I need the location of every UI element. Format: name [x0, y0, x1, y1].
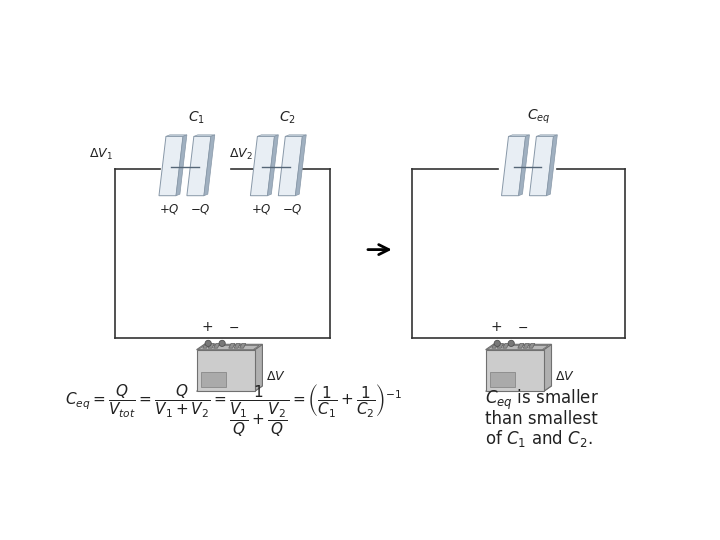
- Text: $+$: $+$: [490, 320, 502, 334]
- Text: $+Q$: $+Q$: [251, 202, 271, 216]
- Polygon shape: [159, 137, 183, 195]
- Text: $+$: $+$: [201, 320, 213, 334]
- Polygon shape: [197, 345, 262, 350]
- Text: $C_1$: $C_1$: [188, 109, 204, 126]
- Bar: [490, 372, 515, 387]
- Polygon shape: [529, 137, 554, 195]
- Polygon shape: [255, 345, 262, 391]
- Polygon shape: [523, 343, 529, 348]
- Text: $\Delta V_2$: $\Delta V_2$: [229, 147, 253, 163]
- Text: $\Delta V$: $\Delta V$: [555, 370, 575, 383]
- Polygon shape: [487, 346, 549, 350]
- Bar: [485, 350, 544, 392]
- Polygon shape: [204, 135, 215, 195]
- Polygon shape: [176, 135, 187, 195]
- Polygon shape: [203, 343, 209, 348]
- Polygon shape: [518, 343, 524, 348]
- Text: $-$: $-$: [228, 321, 239, 334]
- Polygon shape: [234, 343, 240, 348]
- Polygon shape: [503, 343, 509, 348]
- Circle shape: [508, 340, 514, 347]
- Polygon shape: [544, 345, 552, 391]
- Polygon shape: [229, 343, 235, 348]
- Polygon shape: [198, 346, 259, 350]
- Circle shape: [494, 340, 500, 347]
- Bar: [201, 372, 225, 387]
- Polygon shape: [518, 135, 529, 195]
- Text: $C_{eq}$: $C_{eq}$: [527, 107, 551, 126]
- Text: $-$: $-$: [517, 321, 528, 334]
- Polygon shape: [208, 343, 215, 348]
- Polygon shape: [485, 345, 552, 350]
- Polygon shape: [536, 135, 557, 137]
- Text: of $C_1$ and $C_2$.: of $C_1$ and $C_2$.: [485, 428, 593, 449]
- Polygon shape: [508, 135, 529, 137]
- Polygon shape: [279, 137, 302, 195]
- Text: $\Delta V_1$: $\Delta V_1$: [89, 147, 112, 163]
- Polygon shape: [498, 343, 503, 348]
- Polygon shape: [166, 135, 187, 137]
- Bar: [197, 350, 255, 392]
- Text: $-Q$: $-Q$: [190, 202, 211, 216]
- Polygon shape: [502, 137, 526, 195]
- Text: $C_{eq}$ is smaller: $C_{eq}$ is smaller: [485, 388, 599, 412]
- Text: $\Delta V$: $\Delta V$: [266, 370, 286, 383]
- Polygon shape: [295, 135, 306, 195]
- Text: $C_2$: $C_2$: [279, 109, 296, 126]
- Polygon shape: [546, 135, 557, 195]
- Polygon shape: [194, 135, 215, 137]
- Polygon shape: [485, 386, 552, 391]
- Circle shape: [219, 340, 225, 347]
- Polygon shape: [197, 386, 262, 391]
- Polygon shape: [285, 135, 306, 137]
- Polygon shape: [214, 343, 220, 348]
- Polygon shape: [187, 137, 211, 195]
- Polygon shape: [528, 343, 535, 348]
- Text: than smallest: than smallest: [485, 410, 598, 428]
- Polygon shape: [240, 343, 246, 348]
- Polygon shape: [251, 137, 274, 195]
- Polygon shape: [258, 135, 279, 137]
- Text: $C_{eq} = \dfrac{Q}{V_{tot}} = \dfrac{Q}{V_1 + V_2} = \dfrac{1}{\dfrac{V_1}{Q} +: $C_{eq} = \dfrac{Q}{V_{tot}} = \dfrac{Q}…: [65, 383, 402, 440]
- Text: $+Q$: $+Q$: [159, 202, 180, 216]
- Circle shape: [205, 340, 211, 347]
- Polygon shape: [492, 343, 498, 348]
- Polygon shape: [267, 135, 279, 195]
- Text: $-Q$: $-Q$: [282, 202, 302, 216]
